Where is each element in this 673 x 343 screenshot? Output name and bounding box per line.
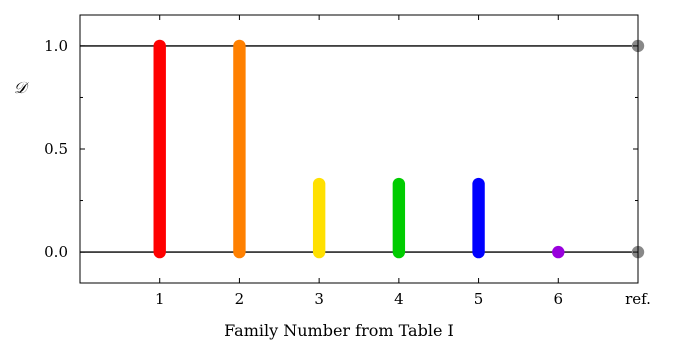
family-2-points <box>233 39 246 259</box>
y-tick-label-1: 0.5 <box>44 140 68 158</box>
family-5-points <box>472 177 485 259</box>
family-4-points <box>392 177 406 259</box>
x-tick-label-5: 5 <box>474 290 484 308</box>
y-tick-label-2: 1.0 <box>44 37 68 55</box>
x-tick-label-2: 2 <box>235 290 245 308</box>
x-tick-label-4: 4 <box>394 290 404 308</box>
x-tick-label-1: 1 <box>155 290 165 308</box>
chart-marks <box>80 39 638 259</box>
x-tick-label-7: ref. <box>625 290 651 308</box>
family-3-points <box>312 177 326 259</box>
axis-ticks: 1 2 3 4 5 6 ref. 0.0 0.5 1.0 <box>44 15 651 308</box>
x-axis-label: Family Number from Table I <box>224 321 454 340</box>
x-tick-label-3: 3 <box>314 290 324 308</box>
y-axis-label: 𝒟 <box>14 78 30 97</box>
y-tick-label-0: 0.0 <box>44 243 68 261</box>
family-1-points <box>153 39 166 259</box>
x-tick-label-6: 6 <box>554 290 564 308</box>
family-6-point <box>552 245 565 259</box>
